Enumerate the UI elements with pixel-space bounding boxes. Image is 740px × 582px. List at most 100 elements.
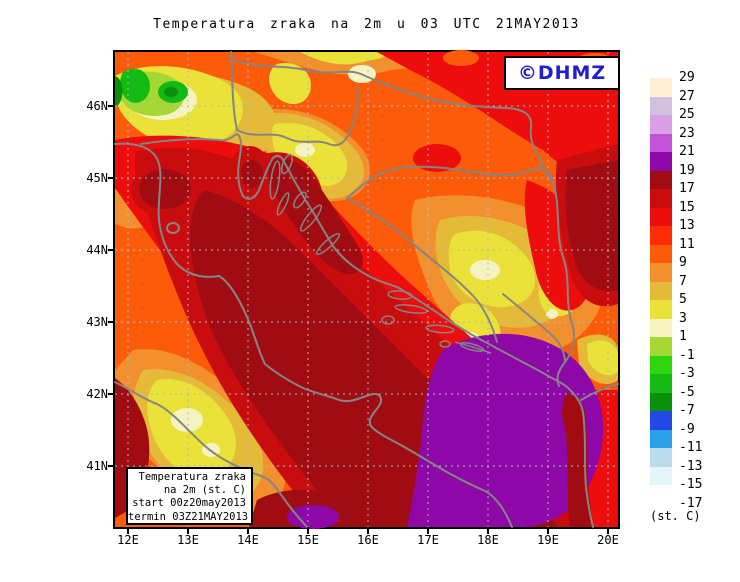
colorbar-swatch xyxy=(650,133,672,152)
y-tick-label: 42N xyxy=(86,387,108,401)
info-line-1: Temperatura zraka xyxy=(138,471,246,483)
x-tick-label: 17E xyxy=(417,533,439,547)
info-line-4: termin 03Z21MAY2013 xyxy=(128,510,249,523)
colorbar-tick-label: 19 xyxy=(679,162,695,178)
colorbar-tick-label: 17 xyxy=(679,181,695,196)
map-shape xyxy=(546,309,558,319)
map-shape xyxy=(295,143,315,157)
colorbar-swatch xyxy=(650,226,672,245)
colorbar-swatch xyxy=(650,300,672,319)
colorbar-swatch xyxy=(650,244,672,263)
border-sava xyxy=(346,165,554,199)
colorbar-tick-label: 3 xyxy=(679,310,687,326)
map-shape xyxy=(164,87,178,97)
colorbar-tick-label: 7 xyxy=(679,273,687,289)
colorbar-tick-label: 15 xyxy=(679,199,695,215)
border-albania xyxy=(580,383,619,401)
map-shape xyxy=(293,191,307,209)
colorbar-tick-label: -15 xyxy=(679,477,703,492)
colorbar-tick-label: -9 xyxy=(679,421,695,437)
colorbar-swatch xyxy=(650,411,672,430)
colorbar-swatch xyxy=(650,207,672,226)
colorbar-tick-label: 13 xyxy=(679,218,695,233)
x-tick-label: 15E xyxy=(297,533,319,547)
colorbar-tick-label: 25 xyxy=(679,107,695,122)
colorbar-tick-label: 23 xyxy=(679,125,695,141)
x-tick-label: 20E xyxy=(597,533,619,547)
x-tick-label: 16E xyxy=(357,533,379,547)
page-title: Temperatura zraka na 2m u 03 UTC 21MAY20… xyxy=(153,17,580,32)
colorbar-swatch xyxy=(650,485,672,504)
colorbar-swatch xyxy=(650,115,672,134)
colorbar-tick-label: -5 xyxy=(679,384,695,400)
colorbar-tick-label: -3 xyxy=(679,366,695,381)
colorbar-tick-label: 5 xyxy=(679,292,687,307)
map-shape xyxy=(315,232,341,256)
map-shape xyxy=(241,160,263,188)
map-shape xyxy=(287,505,339,529)
gridlines xyxy=(115,52,618,527)
x-tick-label: 13E xyxy=(177,533,199,547)
map-shape xyxy=(470,260,500,280)
east-adriatic-coast xyxy=(140,132,594,528)
border-bosnia-montenegro xyxy=(502,293,566,363)
colorbar-swatch xyxy=(650,448,672,467)
colorbar-swatch xyxy=(650,466,672,485)
map-shape xyxy=(171,408,203,432)
map-shape xyxy=(394,304,428,314)
map-shape xyxy=(115,76,123,106)
italy-adriatic-coast xyxy=(114,142,513,528)
colorbar-tick-label: 9 xyxy=(679,255,687,270)
colorbar-tick-label: -13 xyxy=(679,458,703,474)
field-purple xyxy=(287,333,604,529)
map-shape xyxy=(299,204,323,232)
border-north xyxy=(230,57,554,183)
colorbar-unit-label: (st. C) xyxy=(650,509,701,523)
run-info-box: Temperatura zraka na 2m (st. C) start 00… xyxy=(126,467,253,525)
map-shape xyxy=(413,144,461,172)
map-shape xyxy=(439,340,451,348)
map-shape xyxy=(139,169,191,209)
map-shape xyxy=(562,392,593,527)
colorbar-swatch xyxy=(650,189,672,208)
border-dinara xyxy=(346,197,498,343)
y-tick-label: 43N xyxy=(86,315,108,329)
border-drina xyxy=(552,181,575,387)
colorbar-swatch xyxy=(650,170,672,189)
x-tick-label: 19E xyxy=(537,533,559,547)
map-shape xyxy=(407,333,604,527)
y-tick-label: 44N xyxy=(86,243,108,257)
dhmz-label: ©DHMZ xyxy=(517,62,607,84)
x-tick-label: 14E xyxy=(237,533,259,547)
map-plot-area xyxy=(108,50,620,534)
field-dark-green xyxy=(115,76,178,106)
islands xyxy=(269,153,492,354)
colorbar-swatch xyxy=(650,392,672,411)
colorbar-swatch xyxy=(650,318,672,337)
colorbar-tick-label: -11 xyxy=(679,440,703,455)
colorbar-swatch xyxy=(650,374,672,393)
map-shape xyxy=(587,340,618,376)
colorbar-swatch xyxy=(650,96,672,115)
map-shape xyxy=(565,160,618,292)
colorbar-tick-label: 11 xyxy=(679,236,695,252)
colorbar-swatch xyxy=(650,263,672,282)
y-tick-label: 46N xyxy=(86,99,108,113)
colorbar-tick-label: 21 xyxy=(679,144,695,159)
x-tick-label: 18E xyxy=(477,533,499,547)
axis-ticks xyxy=(108,105,609,534)
border-croatia-slovenia xyxy=(236,87,359,147)
y-tick-label: 45N xyxy=(86,171,108,185)
coastlines-borders xyxy=(114,51,619,528)
colorbar-swatch xyxy=(650,355,672,374)
temperature-map xyxy=(108,50,619,534)
info-line-3: start 00z20may2013 xyxy=(132,497,246,510)
y-tick-label: 41N xyxy=(86,459,108,473)
colorbar-tick-label: -7 xyxy=(679,403,695,418)
colorbar-tick-label: 29 xyxy=(679,70,695,85)
colorbar-swatch xyxy=(650,429,672,448)
map-shape xyxy=(443,50,479,66)
colorbar-tick-label: 1 xyxy=(679,329,687,344)
map-shape xyxy=(454,341,492,354)
map-shape xyxy=(425,324,455,334)
